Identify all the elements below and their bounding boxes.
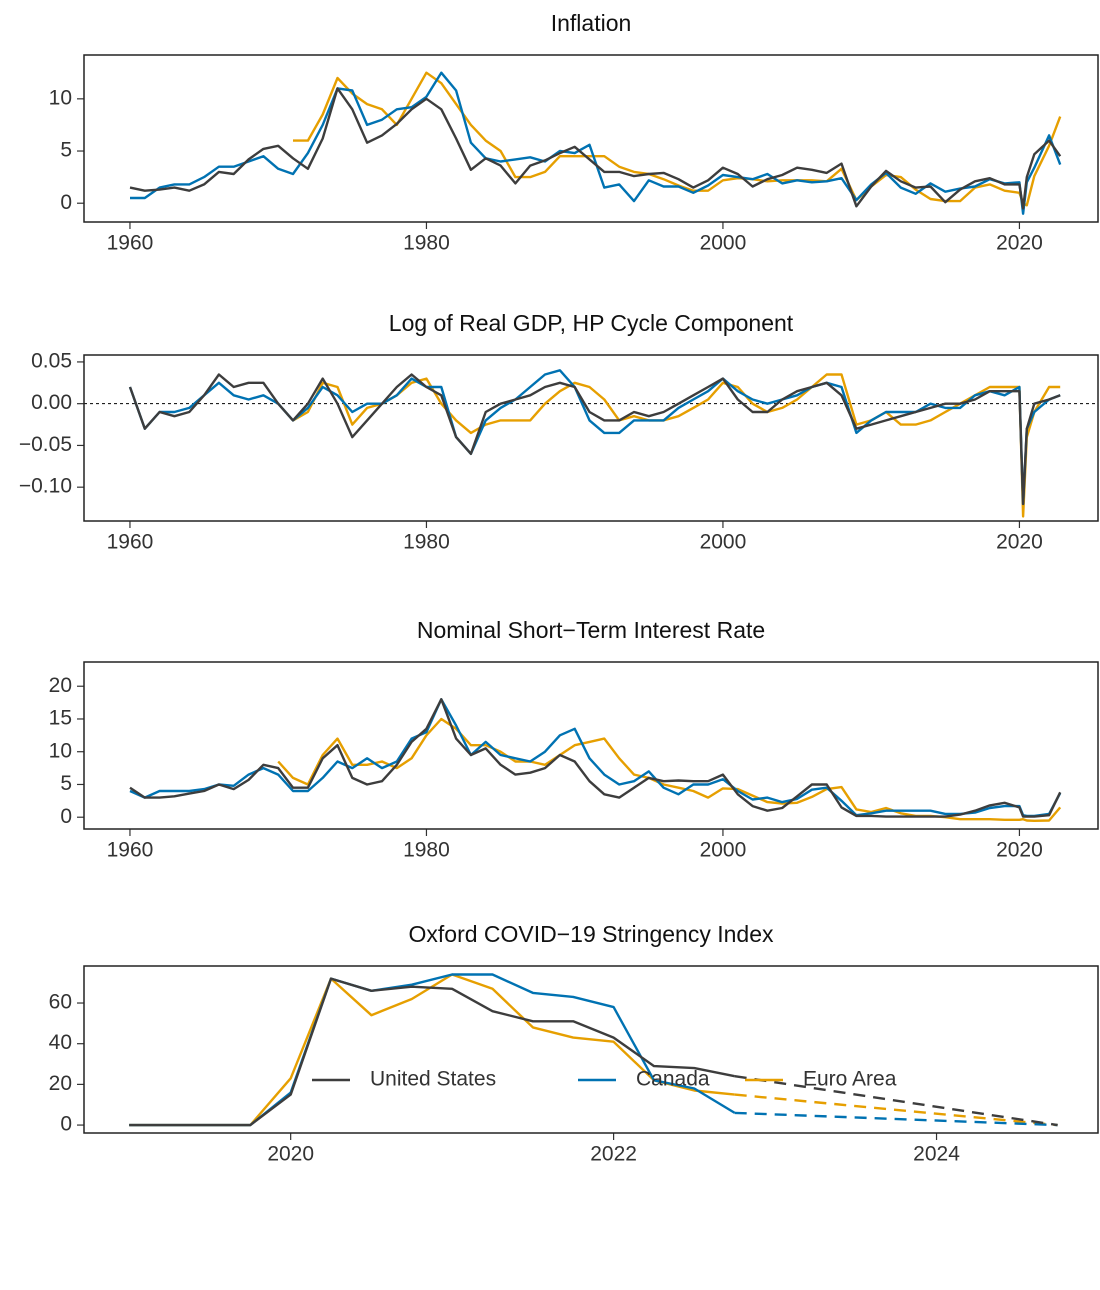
y-tick-label: −0.05	[19, 433, 72, 456]
legend-label: Canada	[636, 1068, 710, 1091]
x-tick-label: 2000	[700, 232, 747, 255]
y-tick-label: 40	[49, 1031, 72, 1054]
y-tick-label: 0.00	[31, 391, 72, 414]
series-line	[130, 71, 1062, 215]
series-line-projection	[734, 1075, 1058, 1127]
y-tick-label: 20	[49, 674, 72, 697]
plot-frame	[83, 661, 1099, 830]
series-line	[292, 373, 1061, 518]
x-tick-label: 2020	[996, 839, 1043, 862]
x-tick-label: 2000	[700, 531, 747, 554]
x-tick-label: 1980	[403, 232, 450, 255]
y-tick-label: 10	[49, 739, 72, 762]
legend-label: United States	[370, 1068, 496, 1091]
chart-title: Inflation	[551, 10, 632, 36]
y-tick-label: −0.10	[19, 475, 72, 498]
x-tick-label: 2000	[700, 839, 747, 862]
series-line	[129, 698, 1062, 818]
legend-label: Euro Area	[803, 1068, 897, 1091]
x-tick-label: 2020	[267, 1143, 314, 1166]
x-tick-label: 1960	[107, 531, 154, 554]
plot-frame	[83, 54, 1099, 223]
y-tick-label: 0.05	[31, 349, 72, 372]
y-tick-label: 0	[60, 805, 72, 828]
series-line	[129, 973, 735, 1127]
plot-frame	[83, 354, 1099, 522]
y-tick-label: 60	[49, 991, 72, 1014]
x-tick-label: 1960	[107, 839, 154, 862]
series-line-projection	[734, 1093, 1058, 1127]
chart-title: Log of Real GDP, HP Cycle Component	[389, 310, 794, 336]
y-tick-label: 0	[60, 1113, 72, 1136]
x-tick-label: 1960	[107, 232, 154, 255]
series-line	[129, 87, 1062, 210]
y-tick-label: 0	[60, 191, 72, 214]
series-line-projection	[734, 1111, 1058, 1127]
y-tick-label: 20	[49, 1072, 72, 1095]
chart-title: Nominal Short−Term Interest Rate	[417, 617, 765, 643]
series-line	[128, 373, 1061, 506]
x-tick-label: 2020	[996, 232, 1043, 255]
x-tick-label: 1980	[403, 531, 450, 554]
chart-title: Oxford COVID−19 Stringency Index	[409, 921, 774, 947]
series-line	[129, 973, 736, 1127]
y-tick-label: 5	[60, 772, 72, 795]
plot-frame	[83, 965, 1099, 1134]
x-tick-label: 1980	[403, 839, 450, 862]
series-line	[129, 977, 735, 1127]
x-tick-label: 2022	[590, 1143, 637, 1166]
y-tick-label: 15	[49, 707, 72, 730]
x-tick-label: 2020	[996, 531, 1043, 554]
y-tick-label: 5	[60, 139, 72, 162]
series-line	[129, 698, 1062, 818]
series-line	[277, 717, 1062, 822]
series-line	[293, 71, 1062, 207]
x-tick-label: 2024	[913, 1143, 960, 1166]
y-tick-label: 10	[49, 86, 72, 109]
